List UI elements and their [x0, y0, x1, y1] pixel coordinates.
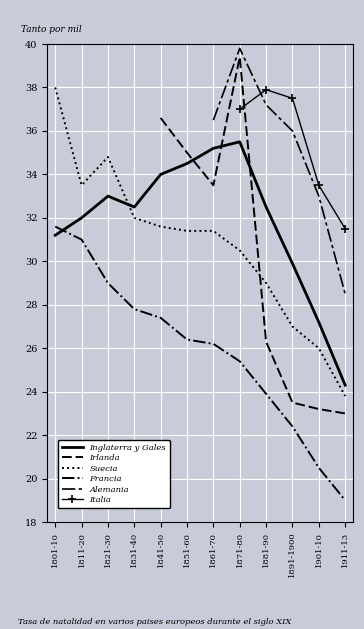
Francia [79, 236, 84, 243]
Suecia [264, 279, 268, 287]
Francia [264, 390, 268, 398]
Italia [264, 86, 268, 94]
Irlanda [343, 409, 347, 417]
Italia [290, 94, 294, 102]
Inglaterra y Gales [264, 203, 268, 211]
Inglaterra y Gales [158, 170, 163, 178]
Inglaterra y Gales [185, 160, 189, 167]
Alemania [290, 127, 294, 135]
Line: Francia: Francia [55, 226, 345, 500]
Irlanda [211, 182, 215, 189]
Inglaterra y Gales [211, 145, 215, 152]
Line: Inglaterra y Gales: Inglaterra y Gales [55, 142, 345, 385]
Inglaterra y Gales [79, 214, 84, 221]
Francia [211, 340, 215, 348]
Suecia [79, 182, 84, 189]
Italia [343, 225, 347, 233]
Irlanda [264, 338, 268, 345]
Inglaterra y Gales [53, 231, 58, 239]
Suecia [106, 153, 110, 161]
Suecia [158, 223, 163, 230]
Inglaterra y Gales [343, 381, 347, 389]
Text: Tanto por mil: Tanto por mil [21, 25, 82, 35]
Irlanda [317, 405, 321, 413]
Inglaterra y Gales [317, 318, 321, 326]
Suecia [211, 227, 215, 235]
Alemania [264, 101, 268, 109]
Irlanda [185, 149, 189, 157]
Suecia [238, 247, 242, 254]
Francia [158, 314, 163, 321]
Francia [317, 464, 321, 472]
Inglaterra y Gales [106, 192, 110, 200]
Line: Suecia: Suecia [55, 87, 345, 396]
Text: Tasa de natalidad en varios paises europeos durante el siglo XIX: Tasa de natalidad en varios paises europ… [18, 618, 292, 626]
Francia [106, 279, 110, 287]
Line: Irlanda: Irlanda [161, 57, 345, 413]
Suecia [185, 227, 189, 235]
Legend: Inglaterra y Gales, Irlanda, Suecia, Francia, Alemania, Italia: Inglaterra y Gales, Irlanda, Suecia, Fra… [58, 440, 170, 508]
Suecia [317, 345, 321, 352]
Francia [132, 305, 136, 313]
Italia [238, 106, 242, 113]
Line: Italia: Italia [236, 86, 349, 233]
Francia [290, 423, 294, 430]
Alemania [317, 192, 321, 200]
Francia [343, 496, 347, 504]
Irlanda [290, 399, 294, 406]
Suecia [290, 323, 294, 330]
Suecia [53, 84, 58, 91]
Italia [317, 182, 321, 189]
Alemania [343, 290, 347, 298]
Irlanda [238, 53, 242, 61]
Francia [238, 357, 242, 365]
Alemania [211, 116, 215, 124]
Inglaterra y Gales [132, 203, 136, 211]
Suecia [132, 214, 136, 221]
Francia [185, 336, 189, 343]
Alemania [238, 45, 242, 52]
Line: Alemania: Alemania [213, 48, 345, 294]
Inglaterra y Gales [290, 260, 294, 267]
Inglaterra y Gales [238, 138, 242, 145]
Francia [53, 223, 58, 230]
Suecia [343, 392, 347, 400]
Irlanda [158, 114, 163, 121]
